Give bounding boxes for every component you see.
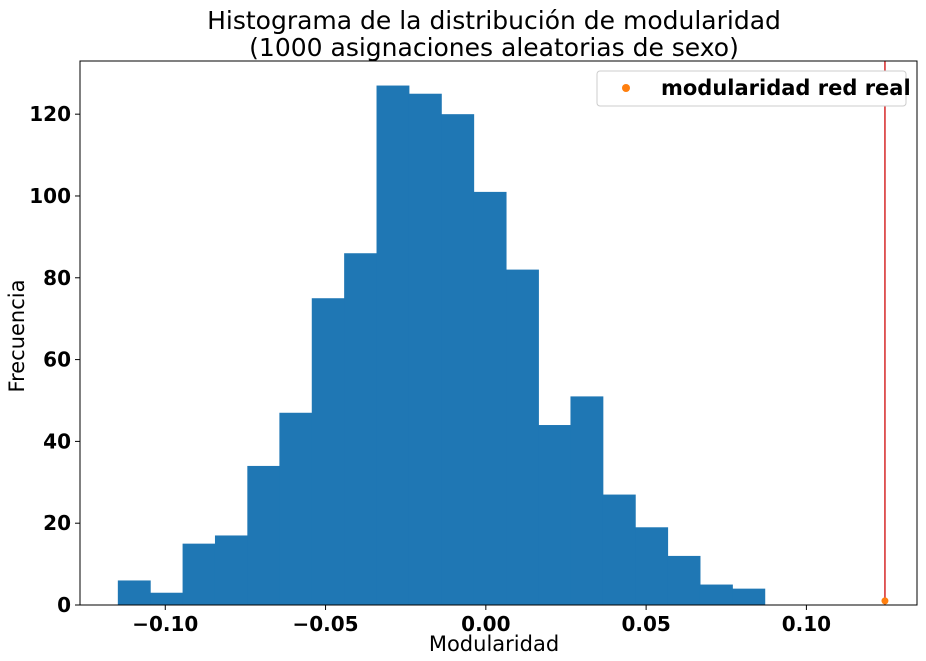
x-tick-label: 0.10	[782, 612, 831, 636]
legend-marker-icon	[622, 84, 630, 92]
histogram-bar	[732, 588, 766, 605]
histogram-bar	[441, 114, 475, 605]
legend-label: modularidad red real	[661, 76, 911, 100]
y-tick-label: 80	[43, 266, 71, 290]
x-tick-label: 0.05	[621, 612, 670, 636]
legend-box	[596, 70, 907, 107]
chart-title: Histograma de la distribución de modular…	[207, 6, 781, 35]
histogram-bar	[344, 253, 378, 605]
histogram-bar	[214, 535, 248, 605]
histogram-bar	[247, 465, 280, 605]
y-tick-label: 100	[29, 184, 71, 208]
y-tick-label: 20	[43, 511, 71, 535]
histogram-bar	[538, 425, 571, 605]
histogram-bar	[473, 191, 507, 606]
x-axis-label: Modularidad	[429, 632, 559, 656]
x-axis: −0.10 −0.05 0.00 0.05 0.10	[132, 605, 831, 636]
x-tick-label: 0.00	[461, 612, 510, 636]
x-tick-label: −0.05	[292, 612, 358, 636]
x-tick-label: −0.10	[132, 612, 198, 636]
real-modularity-point	[881, 597, 889, 605]
histogram-bar	[635, 527, 669, 605]
histogram-bar	[117, 580, 151, 605]
histogram-bar	[279, 412, 313, 605]
histogram-bar	[408, 93, 442, 605]
histogram-bar	[699, 584, 733, 605]
histogram-bar	[376, 85, 410, 605]
y-tick-label: 60	[43, 348, 71, 372]
histogram-bar	[667, 555, 701, 605]
y-tick-label: 120	[29, 102, 71, 126]
y-tick-label: 40	[43, 429, 71, 453]
histogram-bar	[570, 396, 604, 605]
plot-area	[117, 61, 889, 606]
y-axis: 0 20 40 60 80 100 120	[29, 102, 80, 617]
y-axis-label: Frecuencia	[5, 280, 29, 393]
axes-frame	[79, 60, 918, 606]
chart-subtitle: (1000 asignaciones aleatorias de sexo)	[249, 33, 739, 62]
histogram-bar	[182, 543, 216, 605]
legend: modularidad red real	[596, 70, 911, 107]
histogram-bar	[506, 269, 539, 605]
histogram-bar	[150, 592, 184, 605]
histogram-bar	[602, 494, 636, 605]
histogram-bar	[311, 298, 345, 605]
y-tick-label: 0	[57, 593, 71, 617]
